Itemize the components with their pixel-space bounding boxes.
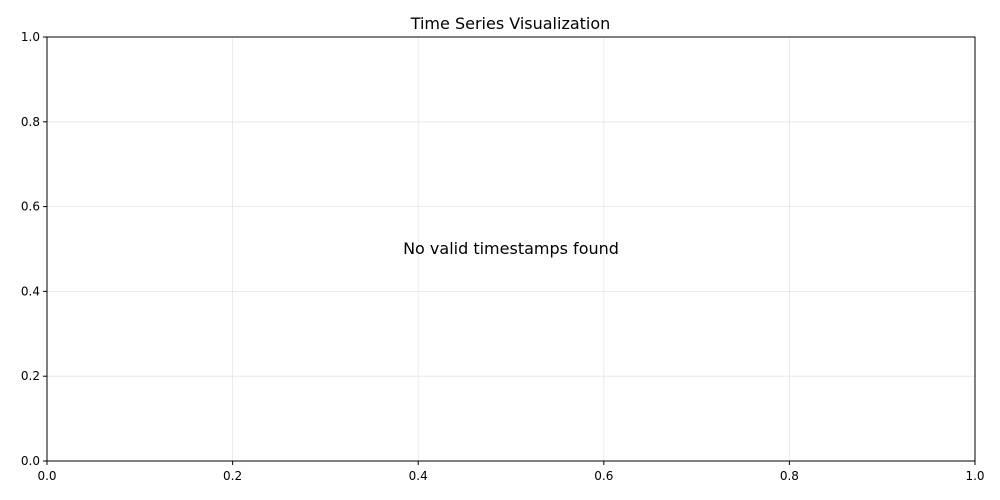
annotations: No valid timestamps found [403, 239, 619, 258]
chart-title: Time Series Visualization [410, 14, 611, 33]
x-tick-label: 0.4 [409, 469, 428, 483]
y-tick-label: 0.6 [21, 200, 40, 214]
plot-area-frame [46, 36, 976, 462]
x-axis-ticks: 0.0 0.2 0.4 0.6 0.8 1.0 [37, 461, 985, 483]
no-data-message: No valid timestamps found [403, 239, 619, 258]
y-tick-label: 1.0 [21, 30, 40, 44]
y-tick-label: 0.4 [21, 284, 40, 298]
y-tick-label: 0.0 [21, 454, 40, 468]
x-tick-label: 0.2 [223, 469, 242, 483]
x-tick-label: 0.0 [37, 469, 56, 483]
y-tick-label: 0.8 [21, 115, 40, 129]
x-tick-label: 0.8 [780, 469, 799, 483]
x-tick-label: 0.6 [594, 469, 613, 483]
y-axis-ticks: 0.0 0.2 0.4 0.6 0.8 1.0 [21, 30, 47, 468]
y-tick-label: 0.2 [21, 369, 40, 383]
x-tick-label: 1.0 [965, 469, 984, 483]
